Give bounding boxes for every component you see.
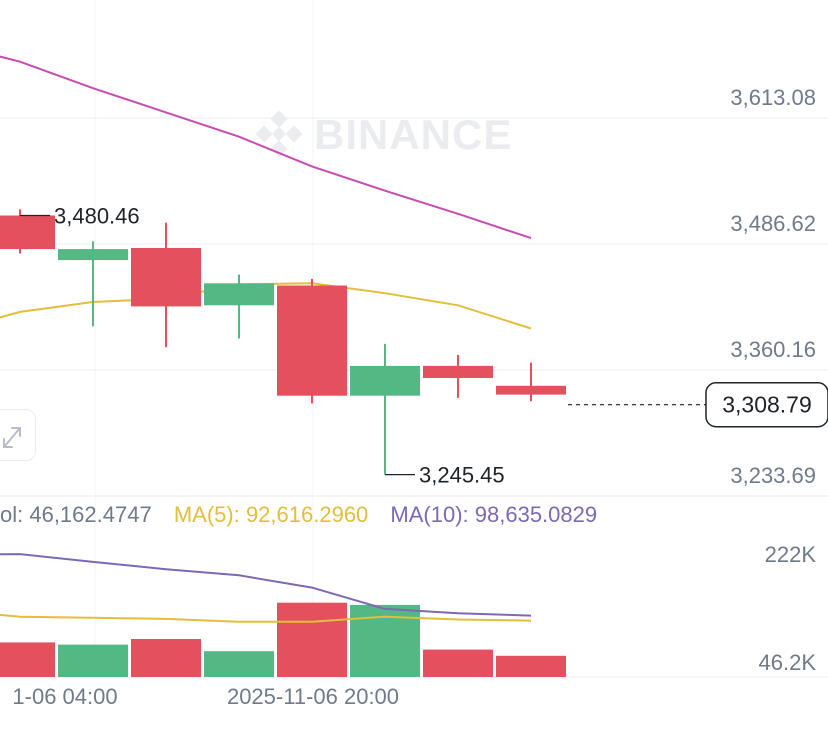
volume-bar[interactable] — [58, 644, 128, 677]
volume-bar[interactable] — [277, 602, 347, 677]
volume-moving-averages — [0, 553, 532, 623]
candle-body — [350, 365, 420, 396]
candle-down[interactable] — [423, 354, 493, 398]
volume-ma10-line — [0, 553, 532, 617]
watermark-text: BINANCE — [314, 111, 512, 158]
volume-ma5-label: MA(5): 92,616.2960 — [174, 502, 368, 527]
candle-body — [204, 283, 274, 306]
low-annotation: 3,245.45 — [385, 463, 505, 488]
current-price-box[interactable] — [705, 381, 828, 428]
annotation-label: 3,245.45 — [419, 463, 505, 488]
current-price-marker[interactable]: 3,308.79 — [568, 381, 828, 428]
time-axis: 1-06 04:00 2025-11-06 20:00 — [12, 684, 399, 709]
volume-bar[interactable] — [131, 639, 201, 677]
candle-down[interactable] — [277, 278, 347, 404]
time-tick-label: 2025-11-06 20:00 — [227, 684, 399, 709]
price-tick-label: 3,613.08 — [730, 85, 816, 110]
price-axis: 3,613.08 3,486.62 3,360.16 3,233.69 — [730, 85, 816, 488]
fullscreen-button[interactable] — [0, 409, 36, 461]
candle-body — [58, 249, 128, 261]
candle-body — [496, 385, 566, 395]
candle-body — [131, 248, 201, 307]
grid — [0, 0, 828, 678]
volume-ma5-line — [0, 613, 532, 623]
annotation-label: 3,480.46 — [54, 204, 140, 229]
high-annotation: 3,480.46 — [20, 204, 140, 229]
volume-tick-label: 46.2K — [759, 650, 817, 675]
volume-bar[interactable] — [423, 649, 493, 677]
candle-down[interactable] — [0, 209, 55, 254]
ma-long-line — [0, 55, 532, 240]
price-tick-label: 3,486.62 — [730, 211, 816, 236]
volume-bar[interactable] — [204, 651, 274, 677]
candle-up[interactable] — [58, 241, 128, 327]
volume-axis: 222K 46.2K — [759, 542, 817, 675]
candle-down[interactable] — [496, 362, 566, 402]
volume-value: ol: 46,162.4747 — [0, 502, 152, 527]
candle-body — [0, 215, 55, 250]
price-tick-label: 3,233.69 — [730, 463, 816, 488]
volume-bar[interactable] — [496, 655, 566, 677]
extreme-annotations: 3,480.46 3,245.45 — [20, 204, 505, 488]
volume-ma10-label: MA(10): 98,635.0829 — [390, 502, 597, 527]
candle-body — [277, 285, 347, 396]
volume-tick-label: 222K — [765, 542, 817, 567]
candles — [0, 209, 566, 475]
time-tick-label: 1-06 04:00 — [12, 684, 117, 709]
candle-down[interactable] — [131, 222, 201, 348]
candle-up[interactable] — [204, 274, 274, 339]
volume-legend: ol: 46,162.4747 MA(5): 92,616.2960 MA(10… — [0, 502, 597, 527]
current-price-label: 3,308.79 — [722, 392, 812, 418]
volume-bar[interactable] — [0, 642, 55, 677]
candle-body — [423, 365, 493, 378]
candle-up[interactable] — [350, 343, 420, 475]
price-tick-label: 3,360.16 — [730, 337, 816, 362]
expand-icon — [3, 427, 21, 448]
